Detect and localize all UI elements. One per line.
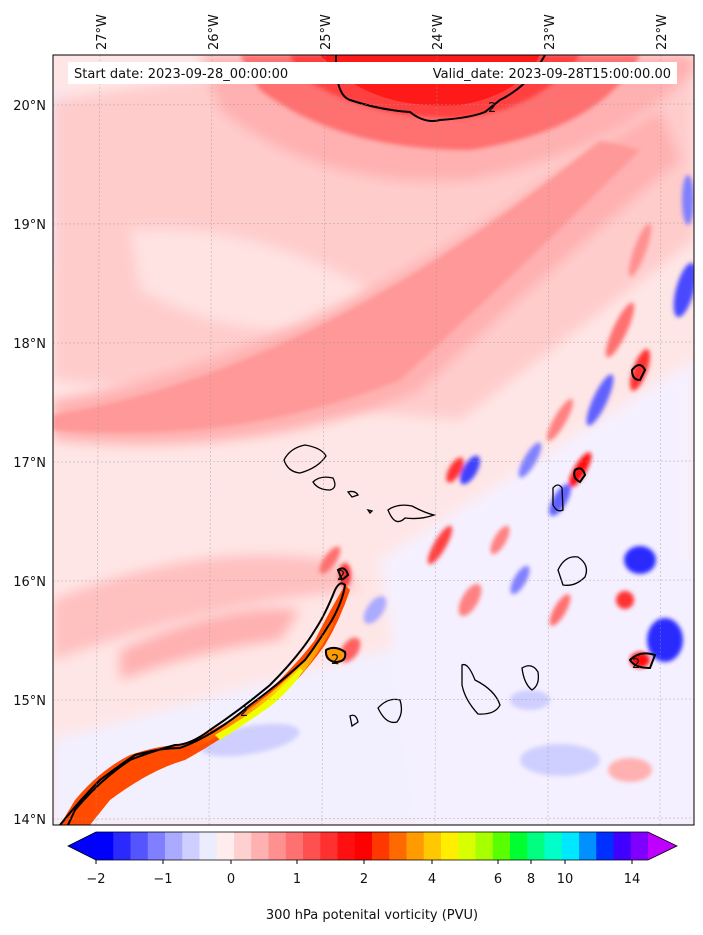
lat-tick-label: 15°N: [13, 694, 46, 709]
colorbar-segment: [579, 832, 597, 860]
contour-label: 2: [488, 101, 496, 116]
pv-2-contours: [59, 55, 657, 825]
contour-labels: 2 2 2 2 2: [240, 101, 640, 720]
lat-tick-label: 17°N: [13, 456, 46, 471]
colorbar-segment: [199, 832, 218, 860]
colorbar-tick-labels: −2 −1 0 1 2 4 6 8 10 14: [86, 872, 640, 887]
colorbar-segment: [510, 832, 528, 860]
colorbar-segment: [165, 832, 183, 860]
colorbar-segment: [182, 832, 201, 860]
colorbar-tick-label: 4: [428, 872, 436, 887]
colorbar-tick-label: 8: [527, 872, 535, 887]
colorbar-segment: [251, 832, 270, 860]
colorbar-segment: [441, 832, 459, 860]
header-box: [68, 62, 677, 84]
contour-label: 2: [337, 569, 345, 584]
colorbar-segment: [337, 832, 356, 860]
lon-tick-label: 25°W: [319, 14, 334, 50]
lon-tick-label: 23°W: [543, 14, 558, 50]
start-date-label: Start date: 2023-09-28_00:00:00: [74, 67, 288, 82]
lat-tick-label: 18°N: [13, 337, 46, 352]
colorbar-segment: [596, 832, 615, 860]
lon-tick-label: 24°W: [431, 14, 446, 50]
colorbar-segment: [234, 832, 252, 860]
colorbar-segment: [96, 832, 114, 860]
map-frame: [52, 54, 695, 826]
graticule: [53, 55, 694, 825]
colorbar-segment: [354, 832, 373, 860]
lon-tick-label: 22°W: [655, 14, 670, 50]
colorbar-segment: [561, 832, 580, 860]
colorbar-segment: [147, 832, 166, 860]
pv-field: [53, 55, 694, 825]
colorbar-segment: [423, 832, 442, 860]
contour-label: 2: [632, 657, 640, 672]
colorbar-segment: [492, 832, 511, 860]
contour-label: 2: [240, 705, 248, 720]
colorbar-tick-label: 10: [557, 872, 574, 887]
colorbar-segment: [320, 832, 339, 860]
colorbar-segment: [130, 832, 149, 860]
colorbar-segment: [458, 832, 477, 860]
lon-tick-label: 26°W: [207, 14, 222, 50]
colorbar-tick-label: 6: [494, 872, 502, 887]
lon-tick-labels: 27°W 26°W 25°W 24°W 23°W 22°W: [95, 14, 670, 50]
convective-stripes: [200, 175, 694, 782]
colorbar-segment: [268, 832, 287, 860]
colorbar-tick-label: 0: [227, 872, 235, 887]
colorbar-segment: [285, 832, 304, 860]
colorbar-segment: [630, 832, 649, 860]
colorbar-segment: [527, 832, 546, 860]
colorbar-segment: [372, 832, 390, 860]
lat-tick-label: 20°N: [13, 99, 46, 114]
colorbar-extend-low: [68, 832, 96, 860]
colorbar-segment: [406, 832, 425, 860]
lat-tick-labels: 20°N 19°N 18°N 17°N 16°N 15°N 14°N: [13, 99, 46, 828]
valid-date-label: Valid_date: 2023-09-28T15:00:00.00: [433, 67, 671, 82]
colorbar-tick-label: −2: [86, 872, 105, 887]
colorbar-segment: [216, 832, 235, 860]
colorbar-tick-label: 1: [293, 872, 301, 887]
colorbar-tick-label: 14: [624, 872, 641, 887]
colorbar-extend-high: [648, 832, 677, 860]
lat-tick-label: 16°N: [13, 575, 46, 590]
lon-tick-label: 27°W: [95, 14, 110, 50]
colorbar-segment: [613, 832, 632, 860]
colorbar-segment: [389, 832, 408, 860]
colorbar-tick-label: 2: [360, 872, 368, 887]
colorbar-tick-label: −1: [153, 872, 172, 887]
colorbar-segment: [544, 832, 563, 860]
lat-tick-label: 14°N: [13, 813, 46, 828]
lat-tick-label: 19°N: [13, 218, 46, 233]
contour-label: 2: [331, 653, 339, 668]
colorbar-segment: [475, 832, 494, 860]
colorbar-segment: [113, 832, 132, 860]
colorbar-title: 300 hPa potenital vorticity (PVU): [266, 908, 478, 923]
colorbar: [67, 831, 678, 864]
island-outlines: [283, 444, 588, 728]
colorbar-segment: [303, 832, 321, 860]
